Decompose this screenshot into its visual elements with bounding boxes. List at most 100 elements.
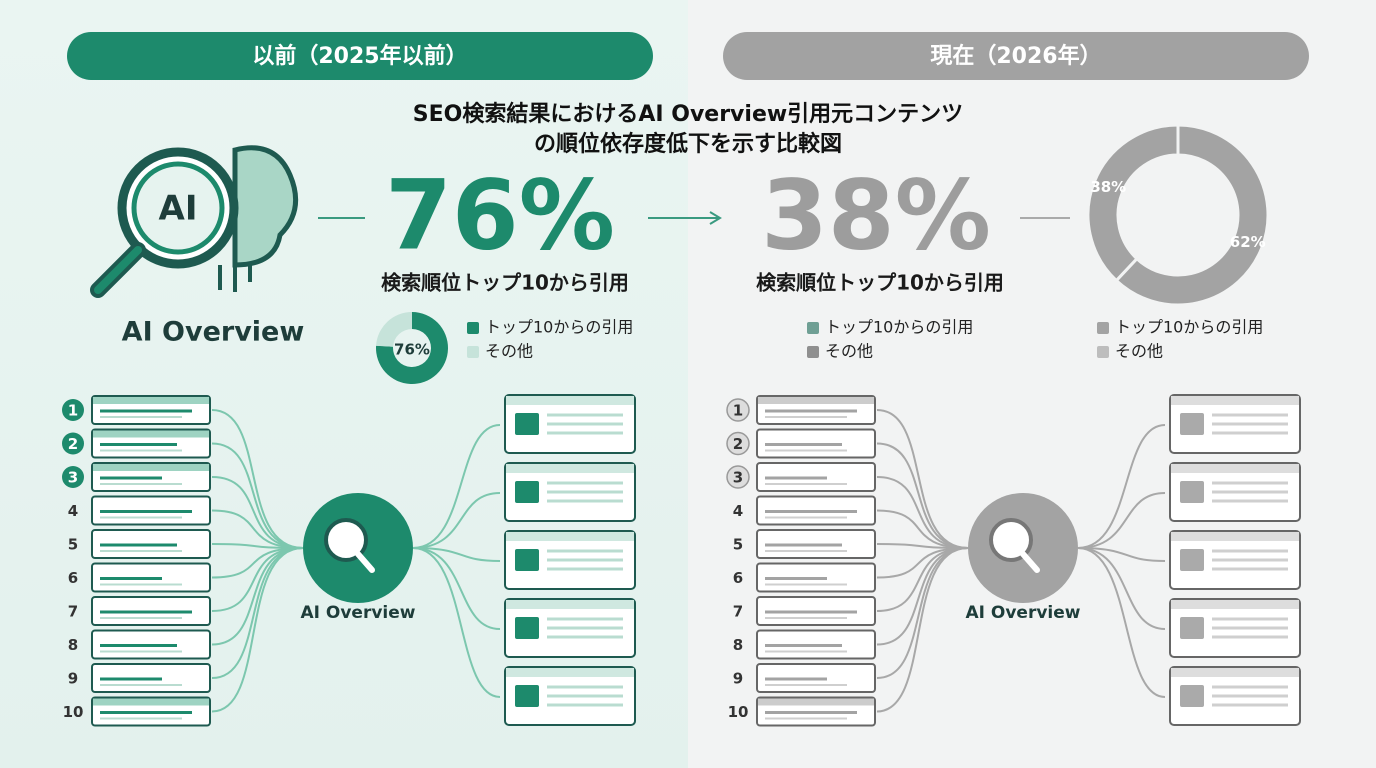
flow-curve	[876, 547, 969, 646]
card-bar	[1171, 464, 1299, 473]
caption: 検索順位トップ10から引用	[756, 271, 1004, 295]
donut-label: 62%	[1230, 233, 1266, 251]
card-bar	[506, 396, 634, 405]
donut-segment	[376, 312, 412, 347]
legend-swatch	[467, 346, 479, 358]
hub-handle	[1020, 551, 1040, 573]
flow-curve	[1077, 424, 1166, 549]
card-thumb	[1180, 685, 1204, 707]
rank-number: 9	[733, 670, 743, 688]
flow-curve	[1077, 547, 1166, 630]
rank-badge	[62, 432, 84, 455]
flow-curve	[211, 442, 304, 549]
header-pill	[723, 32, 1309, 80]
card-thumb	[515, 617, 539, 639]
rank-number: 9	[68, 670, 78, 688]
rank-number: 6	[68, 569, 78, 587]
flow-curve	[211, 409, 304, 549]
rank-number: 1	[733, 402, 743, 420]
legend-swatch	[807, 346, 819, 358]
rank-badge	[62, 466, 84, 488]
hub-handle	[355, 551, 375, 573]
flow-curve	[412, 492, 501, 549]
rank-number: 1	[68, 402, 78, 420]
card-thumb	[515, 413, 539, 435]
card-bar	[506, 668, 634, 677]
row-bar	[93, 397, 209, 404]
rank-number: 3	[733, 469, 743, 487]
rank-number: 10	[63, 703, 84, 721]
icon-label: AI Overview	[122, 317, 305, 348]
card-bar	[1171, 532, 1299, 541]
card-thumb	[515, 481, 539, 503]
rank-number: 4	[733, 502, 743, 520]
card-thumb	[515, 685, 539, 707]
flow-curve	[1077, 492, 1166, 549]
legend-label: その他	[825, 342, 873, 361]
header-pill	[67, 32, 653, 80]
donut-label: 38%	[1090, 178, 1126, 196]
title: SEO検索結果におけるAI Overview引用元コンテンツ	[413, 101, 963, 127]
row-bar	[93, 464, 209, 471]
rank-number: 7	[68, 603, 78, 621]
rank-number: 5	[733, 536, 743, 554]
legend-swatch	[1097, 322, 1109, 334]
rank-number: 3	[68, 469, 78, 487]
flow-curve	[412, 424, 501, 549]
legend-swatch	[467, 322, 479, 334]
legend-label: トップ10からの引用	[825, 318, 973, 337]
flow-curve	[211, 543, 304, 549]
flow-curve	[1077, 547, 1166, 698]
flow-curve	[211, 509, 304, 549]
caption: 検索順位トップ10から引用	[381, 271, 629, 295]
rank-number: 2	[733, 435, 743, 453]
legend-label: トップ10からの引用	[485, 318, 633, 337]
rank-badge	[62, 399, 84, 421]
card-thumb	[1180, 617, 1204, 639]
legend-label: トップ10からの引用	[1115, 318, 1263, 337]
rank-number: 4	[68, 502, 78, 520]
flow-curve	[1077, 547, 1166, 562]
svg-text:AI: AI	[159, 189, 198, 229]
rank-number: 8	[68, 636, 78, 654]
card-thumb	[515, 549, 539, 571]
flow-curve	[876, 509, 969, 549]
flow-curve	[211, 547, 304, 713]
rank-number: 2	[68, 435, 78, 453]
card-bar	[506, 600, 634, 609]
rank-number: 6	[733, 569, 743, 587]
row-bar	[93, 698, 209, 706]
card-bar	[1171, 668, 1299, 677]
flow-curve	[876, 547, 969, 579]
headline: 38%	[761, 159, 991, 271]
rank-number: 7	[733, 603, 743, 621]
row-bar	[758, 397, 874, 404]
legend-swatch	[807, 322, 819, 334]
ai-icon: AI	[90, 145, 299, 298]
rank-badge	[726, 431, 750, 456]
card-thumb	[1180, 549, 1204, 571]
flow-curve	[876, 547, 969, 612]
title: の順位依存度低下を示す比較図	[534, 131, 842, 157]
rank-badge	[726, 465, 750, 489]
legend-label: その他	[1115, 342, 1163, 361]
rank-badge	[726, 398, 750, 422]
flow-curve	[211, 547, 304, 679]
hub-label: AI Overview	[301, 603, 416, 623]
hub-lens	[989, 518, 1033, 562]
card-bar	[506, 464, 634, 473]
row-bar	[93, 430, 209, 438]
arrow-head	[709, 211, 722, 225]
card-thumb	[1180, 413, 1204, 435]
rank-number: 10	[728, 703, 749, 721]
flow-curve	[211, 476, 304, 549]
card-bar	[506, 532, 634, 541]
card-bar	[1171, 396, 1299, 405]
flow-curve	[211, 547, 304, 646]
rank-number: 8	[733, 636, 743, 654]
flow-curve	[876, 409, 969, 549]
flow-curve	[876, 442, 969, 549]
flow-curve	[876, 543, 969, 549]
flow-curve	[876, 547, 969, 713]
